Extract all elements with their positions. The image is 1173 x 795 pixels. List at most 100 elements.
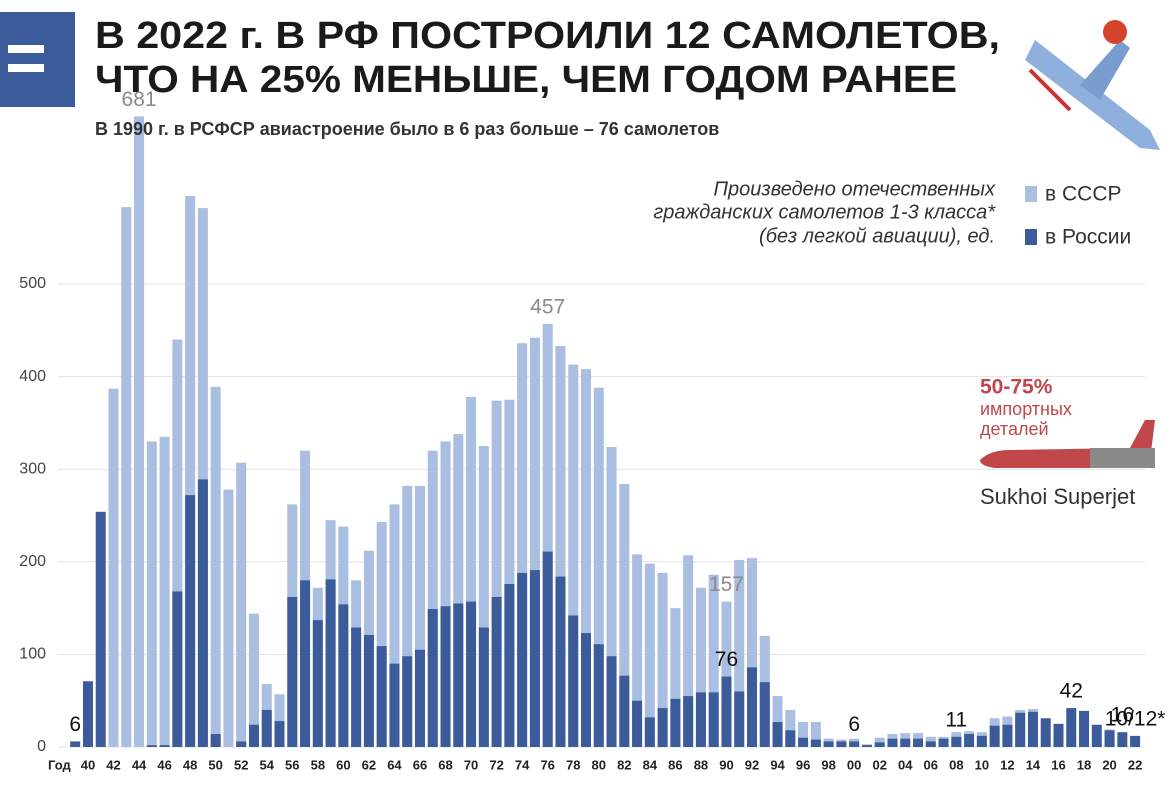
bar [402, 656, 413, 747]
bar [747, 558, 758, 747]
bar [695, 587, 706, 747]
annotation: импортных [980, 399, 1072, 419]
y-tick-label: 400 [19, 368, 46, 385]
bar [440, 441, 451, 747]
bar [376, 521, 387, 747]
x-tick-label: 84 [643, 757, 658, 772]
bar [632, 554, 643, 747]
bar [146, 441, 157, 747]
bar [134, 116, 145, 748]
bar [427, 609, 438, 747]
bar [964, 734, 975, 747]
bar [1079, 710, 1090, 747]
y-tick-label: 100 [19, 646, 46, 663]
bar [363, 634, 374, 747]
data-label: 10/12* [1105, 707, 1166, 730]
bar [376, 646, 387, 747]
bar [210, 386, 221, 747]
note: гражданских самолетов 1-3 класса* [653, 201, 996, 223]
bar [670, 608, 681, 747]
bar [351, 627, 362, 747]
data-label: 681 [122, 88, 157, 111]
bar [657, 708, 668, 747]
bar [312, 620, 323, 747]
x-tick-label: 08 [949, 757, 963, 772]
bar [529, 570, 540, 747]
x-tick-label: 88 [694, 757, 708, 772]
bar [772, 721, 783, 747]
bar [517, 343, 528, 747]
bar [491, 596, 502, 747]
bar [274, 694, 285, 747]
bar [236, 741, 247, 747]
bar [683, 696, 694, 747]
bar [414, 485, 425, 747]
x-tick-label: 48 [183, 757, 197, 772]
x-tick-label: 56 [285, 757, 299, 772]
bar [248, 724, 259, 747]
bar [197, 479, 208, 747]
bar [925, 741, 936, 747]
bar [146, 745, 157, 747]
bar [568, 615, 579, 747]
bar [261, 709, 272, 747]
legend-label: в России [1045, 226, 1131, 249]
x-tick-label: 82 [617, 757, 631, 772]
bar [389, 504, 400, 747]
bar [938, 738, 949, 747]
bar [593, 644, 604, 747]
bar [772, 696, 783, 747]
bar [606, 446, 617, 747]
legend-label: в СССР [1045, 183, 1122, 206]
bar [223, 489, 234, 747]
x-tick-label: 50 [208, 757, 222, 772]
bar [1130, 735, 1141, 747]
bar [887, 738, 898, 747]
data-label: 16 [1111, 704, 1134, 727]
x-tick-label: 44 [132, 757, 147, 772]
x-tick-label: 90 [719, 757, 733, 772]
bar [414, 649, 425, 747]
bar [619, 675, 630, 747]
bar [989, 725, 1000, 747]
crashing-plane-icon [1025, 20, 1160, 150]
bar [657, 572, 668, 747]
x-tick-label: 02 [872, 757, 886, 772]
x-tick-label: 66 [413, 757, 427, 772]
bar [823, 741, 834, 747]
bar [747, 667, 758, 747]
x-tick-label: 06 [924, 757, 938, 772]
data-label: 11 [945, 708, 967, 731]
y-tick-label: 0 [37, 738, 46, 755]
bar [236, 462, 247, 747]
bar [1053, 723, 1064, 747]
bar [581, 633, 591, 747]
bar [708, 692, 719, 747]
bar [1091, 724, 1102, 747]
x-tick-label: 78 [566, 757, 580, 772]
x-tick-label: 74 [515, 757, 530, 772]
x-tick-label: 42 [106, 757, 120, 772]
x-tick-label: 14 [1026, 757, 1041, 772]
x-tick-label: 98 [821, 757, 835, 772]
bar [121, 207, 132, 748]
annotation: 50-75% [980, 376, 1053, 399]
bar [785, 730, 796, 747]
bar [798, 721, 809, 747]
data-label: 157 [709, 573, 744, 596]
bar [95, 511, 106, 747]
bar [695, 692, 706, 747]
bar [555, 576, 566, 747]
bar [427, 450, 438, 747]
x-tick-label: 54 [260, 757, 275, 772]
note: (без легкой авиации), ед. [759, 225, 995, 247]
x-tick-label: 58 [311, 757, 325, 772]
x-tick-label: 20 [1102, 757, 1116, 772]
bar [210, 734, 221, 747]
annotation: Sukhoi Superjet [980, 484, 1135, 509]
bar [861, 745, 872, 747]
bar [478, 446, 489, 747]
legend-swatch [1025, 229, 1037, 245]
bar [159, 436, 170, 747]
x-tick-label: 12 [1000, 757, 1014, 772]
